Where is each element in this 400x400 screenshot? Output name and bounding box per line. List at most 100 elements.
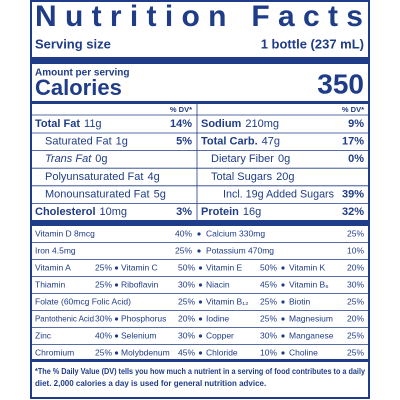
calories-label: Calories [35,75,122,100]
nutrient-amount: 10mg [100,206,128,218]
nutrient-amount: 210mg [245,118,279,130]
vitamin-dv: 25% [260,313,277,323]
nutrient-dv: 17% [342,136,364,148]
nutrient: Incl. 19g Added Sugars [223,188,334,200]
nutrient-amount: 20g [276,171,294,183]
bullet [281,334,285,338]
vitamin-dv: 25% [178,296,195,306]
nutrient-amount: 0g [278,153,290,165]
bullet [281,283,285,287]
vitamin-name: Molybdenum [121,347,170,357]
serving-value: 1 bottle (237 mL) [261,36,364,51]
nutrient: Dietary Fiber 0g [211,153,290,165]
dv-header: % DV* [342,105,364,114]
bullet [114,317,119,321]
nutrient: Cholesterol 10mg [35,206,127,218]
nutrient-amount: 11g [84,118,102,130]
vitamin-name: Chromium [35,347,74,357]
bullet [198,334,203,338]
nutrient-amount: 47g [262,136,280,148]
nutrient-name: Saturated Fat [45,136,112,148]
bullet [281,266,285,270]
nutrient-name: Cholesterol [35,206,96,218]
vitamin-name: Zinc [35,330,52,340]
nutrient-amount: 0g [95,153,107,165]
vitamin-dv: 30% [260,330,277,340]
medium-rule [31,359,369,362]
vitamin-name: Selenium [121,330,156,340]
nutrient-name: Total Sugars [211,171,273,183]
nutrient-name: Polyunsaturated Fat [45,171,143,183]
bullet [114,283,119,287]
vitamin-dv: 10% [347,245,364,255]
nutrient-name: Total Carb. [201,136,258,148]
vitamin-name: Phosphorus [121,313,166,323]
bullet [198,300,203,304]
nutrient-dv: 39% [342,188,364,200]
bullet [198,351,203,355]
nutrient-name: Protein [201,206,239,218]
footnote: *The % Daily Value (DV) tells you how mu… [35,367,365,376]
vitamin-dv: 45% [178,347,195,357]
vitamin-dv: 25% [95,262,112,272]
vitamin-dv: 30% [95,313,112,323]
nutrient-name: Total Fat [35,118,80,130]
medium-rule [31,101,369,104]
nutrient-dv: 5% [176,136,192,148]
vitamin-name: Biotin [289,296,311,306]
vitamin-name: Pantothenic Acid [35,313,94,323]
calories-value: 350 [317,68,364,99]
vitamin-dv: 25% [260,296,277,306]
vitamin-dv: 50% [178,262,195,272]
vitamin-name: Vitamin B₆ [289,279,329,289]
vitamin-dv: 25% [95,279,112,289]
vitamin-dv: 30% [178,330,195,340]
vitamin-dv: 30% [347,279,364,289]
vitamin-name: Vitamin A [35,262,71,272]
vitamin-dv: 25% [347,347,364,357]
amount-header: Amount per serving [35,68,129,79]
vitamin-name: Niacin [206,279,230,289]
vitamin-dv: 25% [95,347,112,357]
nutrient-name: Sodium [201,118,242,130]
vitamin-name: Magnesium [289,313,333,323]
bullet [197,232,201,236]
nutrient-name: Trans Fat [45,153,92,165]
vitamin-dv: 25% [175,245,192,255]
vitamin-name: Chloride [206,347,238,357]
nutrient: Total Sugars 20g [211,171,295,183]
bullet [114,351,119,355]
nutrient-amount: 16g [243,206,261,218]
bullet [281,317,285,321]
bullet [198,266,203,270]
nutrient-amount: 1g [116,136,128,148]
bullet [198,283,203,287]
bullet [281,351,285,355]
bullet [281,300,285,304]
bullet [114,266,119,270]
serving-label: Serving size [35,36,111,51]
nutrient: Monounsaturated Fat 5g [45,188,166,200]
nutrient-dv: 32% [342,206,364,218]
bullet [114,334,119,338]
bullet [198,317,203,321]
vitamin-dv: 10% [260,347,277,357]
nutrient-amount: 4g [147,171,159,183]
vitamin-name: Thiamin [35,279,66,289]
vitamin-name: Iron 4.5mg [35,245,76,255]
vitamin-name: Iodine [206,313,229,323]
vitamin-name: Copper [206,330,234,340]
vitamin-dv: 30% [178,279,195,289]
footnote: diet. 2,000 calories a day is used for g… [35,379,266,388]
vitamin-dv: 50% [260,262,277,272]
nutrient-amount: 5g [154,188,166,200]
vitamin-name: Riboflavin [121,279,159,289]
nutrient: Protein 16g [201,206,261,218]
nutrient-dv: 9% [348,118,364,130]
vitamin-name: Vitamin E [206,262,243,272]
vitamin-name: Choline [289,347,318,357]
nutrient-name: Monounsaturated Fat [45,188,150,200]
vitamin-name: Folate (60mcg Folic Acid) [35,296,131,306]
